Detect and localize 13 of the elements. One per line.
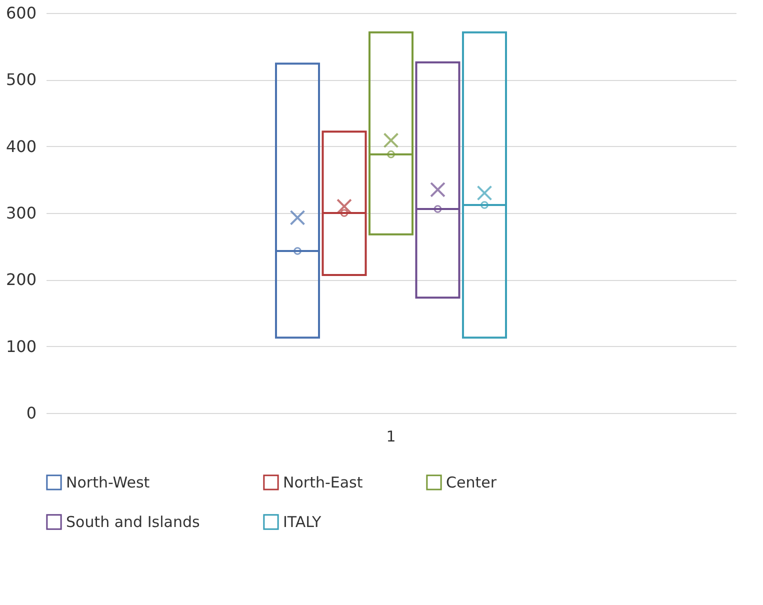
- legend-label: Center: [446, 473, 498, 492]
- legend-label: North-West: [66, 473, 150, 492]
- legend-label: North-East: [283, 473, 363, 492]
- y-tick-label: 500: [6, 70, 36, 90]
- y-tick-label: 100: [6, 336, 36, 356]
- y-tick-label: 600: [6, 4, 36, 22]
- y-tick-label: 200: [6, 270, 36, 290]
- legend-label: South and Islands: [66, 513, 200, 531]
- legend-label: ITALY: [283, 513, 322, 531]
- y-tick-label: 300: [6, 204, 36, 222]
- y-tick-label: 0: [26, 404, 36, 422]
- y-tick-label: 400: [6, 136, 36, 156]
- x-tick-label: 1: [386, 428, 396, 446]
